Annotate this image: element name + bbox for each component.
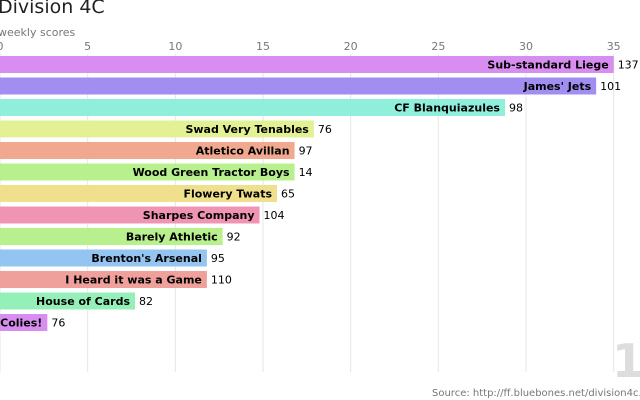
bar-category-label: James' Jets	[523, 80, 592, 93]
x-tick-label: 25	[431, 40, 445, 53]
bar	[0, 206, 260, 224]
bar-category-label: House of Cards	[36, 295, 130, 308]
chart-title: Division 4C	[0, 0, 105, 18]
bar-category-label: Wood Green Tractor Boys	[133, 166, 290, 179]
x-tick-label: 20	[344, 40, 358, 53]
bar-value-label: 101	[600, 80, 621, 93]
bars: Sub-standard Liege 137 James' Jets 101 CF Bl…	[0, 56, 639, 331]
bar-value-label: 76	[318, 123, 332, 136]
source-note: Source: http://ff.bluebones.net/division…	[432, 388, 640, 399]
bar	[0, 292, 136, 310]
bar-value-label: 65	[281, 188, 295, 201]
x-tick-label: 15	[256, 40, 270, 53]
bar-value-label: 110	[211, 274, 232, 287]
bar-category-label: Sub-standard Liege	[487, 59, 608, 72]
bar-category-label: Brenton's Arsenal	[91, 252, 201, 265]
bar-category-label: Colies!	[0, 317, 42, 330]
bar-category-label: Atletico Avillan	[196, 145, 290, 158]
bar-value-label: 104	[264, 209, 285, 222]
frame-counter: 1	[611, 334, 640, 388]
x-tick-label: 35	[607, 40, 621, 53]
bar-value-label: 14	[299, 166, 313, 179]
bar-category-label: Sharpes Company	[143, 209, 255, 222]
bar	[0, 249, 207, 267]
bar	[0, 56, 614, 73]
bar-value-label: 82	[139, 295, 153, 308]
bar-category-label: Barely Athletic	[126, 231, 218, 244]
bar-category-label: I Heard it was a Game	[65, 274, 202, 287]
bar	[0, 77, 597, 95]
x-axis-ticks: 0 5 10 15 20 25 30 35	[0, 40, 621, 53]
bar-value-label: 97	[299, 145, 313, 158]
bar-value-label: 98	[509, 102, 523, 115]
chart-subtitle: weekly scores	[0, 26, 76, 39]
x-tick-label: 10	[168, 40, 182, 53]
bar	[0, 185, 278, 202]
x-tick-label: 0	[0, 40, 4, 53]
x-tick-label: 30	[519, 40, 533, 53]
x-tick-label: 5	[84, 40, 91, 53]
bar-value-label: 95	[211, 252, 225, 265]
bar	[0, 271, 207, 288]
bar	[0, 120, 314, 138]
bar	[0, 142, 295, 159]
bar-value-label: 76	[51, 317, 65, 330]
bar	[0, 163, 295, 181]
bar-value-label: 137	[618, 59, 639, 72]
bar-category-label: Flowery Twats	[183, 188, 272, 201]
bar-category-label: Swad Very Tenables	[185, 123, 309, 136]
bar-value-label: 92	[227, 231, 241, 244]
bar	[0, 314, 48, 331]
bar	[0, 228, 223, 245]
bar-category-label: CF Blanquiazules	[394, 102, 500, 115]
bar	[0, 99, 505, 116]
